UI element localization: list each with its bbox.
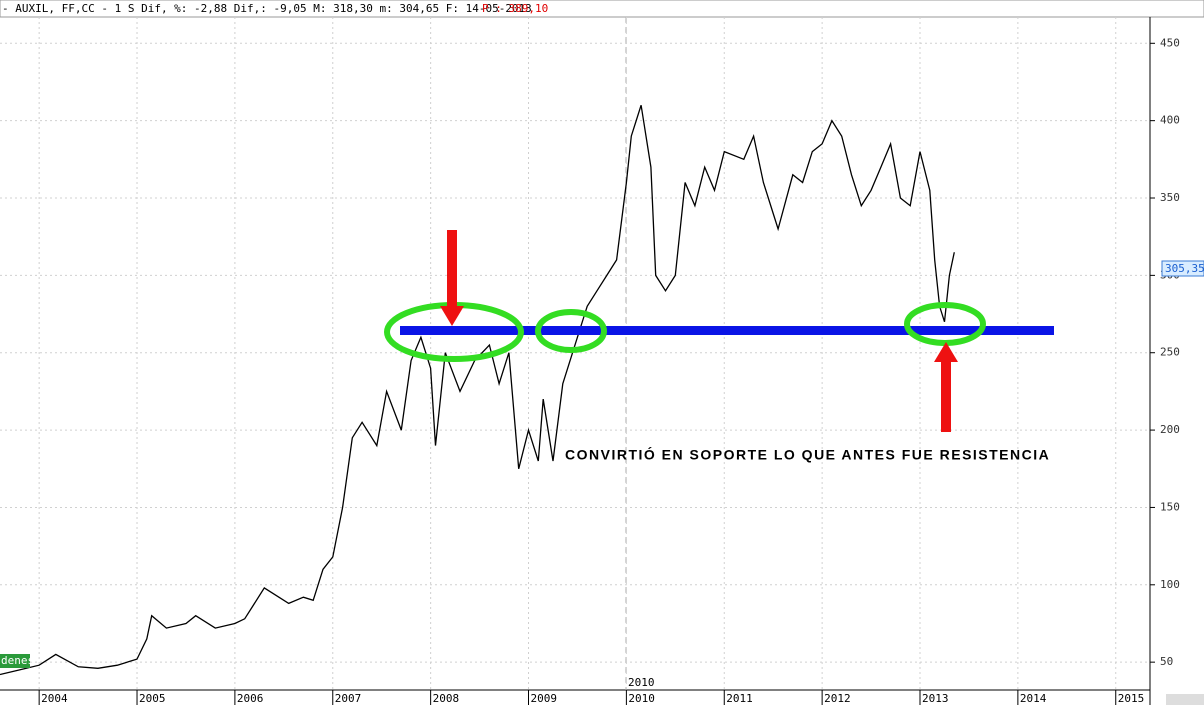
highlight-circle xyxy=(535,309,607,353)
arrow-down-head xyxy=(440,306,464,326)
x-tick-label: 2004 xyxy=(41,692,68,705)
arrow-down xyxy=(447,230,457,308)
price-tag: 305,35 xyxy=(1165,262,1204,275)
y-tick-label: 200 xyxy=(1160,423,1180,436)
y-tick-label: 450 xyxy=(1160,36,1180,49)
y-tick-label: 50 xyxy=(1160,655,1173,668)
header-bar xyxy=(0,0,1204,18)
price-tag-box xyxy=(1161,260,1204,277)
tag-box xyxy=(0,654,30,668)
arrow-up xyxy=(941,360,951,432)
price-line xyxy=(0,105,955,676)
x-tick-label: 2013 xyxy=(922,692,949,705)
arrow-up-head xyxy=(934,342,958,362)
period-label: 2010 xyxy=(628,676,655,689)
y-tick-label: 150 xyxy=(1160,500,1180,513)
header-text: - AUXIL, FF,CC - 1 S Dif, %: -2,88 Dif,:… xyxy=(2,2,532,15)
highlight-circle xyxy=(904,302,986,346)
y-tick-label: 400 xyxy=(1160,114,1180,127)
header-price: P : 389,10 xyxy=(482,2,548,15)
x-tick-label: 2015 xyxy=(1118,692,1145,705)
support-line xyxy=(400,326,1054,335)
toolbar[interactable] xyxy=(1166,694,1204,705)
x-tick-label: 2014 xyxy=(1020,692,1047,705)
x-tick-label: 2007 xyxy=(335,692,362,705)
y-tick-label: 250 xyxy=(1160,346,1180,359)
x-tick-label: 2012 xyxy=(824,692,851,705)
x-tick-label: 2009 xyxy=(531,692,558,705)
x-tick-label: 2005 xyxy=(139,692,166,705)
x-tick-label: 2011 xyxy=(726,692,753,705)
x-tick-label: 2006 xyxy=(237,692,264,705)
y-tick-label: 350 xyxy=(1160,191,1180,204)
y-tick-label: 100 xyxy=(1160,578,1180,591)
x-tick-label: 2010 xyxy=(628,692,655,705)
annotation: CONVIRTIÓ EN SOPORTE LO QUE ANTES FUE RE… xyxy=(565,446,1050,463)
plot-area: 5010015020025030035040045020042005200620… xyxy=(0,17,1180,705)
x-tick-label: 2008 xyxy=(433,692,460,705)
tag-text: denes xyxy=(1,654,34,667)
